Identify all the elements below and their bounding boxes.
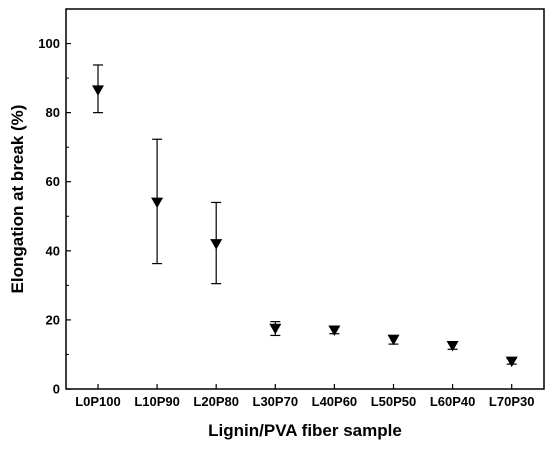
x-tick-label: L70P30 (489, 394, 535, 409)
y-tick-label: 100 (38, 36, 60, 51)
plot-frame (65, 8, 545, 390)
data-points (92, 64, 518, 368)
x-tick-label: L10P90 (134, 394, 180, 409)
data-point-L60P40 (446, 341, 459, 352)
y-tick-label: 20 (46, 312, 60, 327)
data-marker-triangle (210, 239, 223, 250)
data-marker-triangle (387, 334, 400, 346)
data-marker-triangle (92, 85, 104, 96)
x-tick-label: L60P40 (430, 394, 476, 409)
data-marker-triangle (328, 325, 341, 336)
x-tick-label: L50P50 (371, 394, 417, 409)
y-axis-title: Elongation at break (%) (8, 105, 27, 294)
data-point-L20P80 (210, 201, 223, 285)
data-point-L40P60 (328, 325, 341, 336)
x-axis-ticks: L0P100 L10P90 L20P80 L30P70 L40P60 L50P50 L60P… (75, 384, 534, 409)
x-tick-label: L30P70 (253, 394, 299, 409)
data-point-L70P30 (505, 356, 518, 368)
data-marker-triangle (269, 323, 282, 335)
data-marker-triangle (446, 341, 459, 352)
y-tick-label: 0 (53, 382, 60, 397)
data-point-L50P50 (387, 334, 400, 346)
y-tick-label: 40 (46, 243, 60, 258)
x-tick-label: L20P80 (193, 394, 239, 409)
data-point-L10P90 (151, 138, 164, 265)
y-tick-label: 80 (46, 105, 60, 120)
data-marker-triangle (151, 197, 164, 209)
data-point-L0P100 (92, 64, 104, 114)
data-point-L30P70 (269, 321, 282, 337)
x-axis-title: Lignin/PVA fiber sample (208, 421, 402, 440)
data-marker-triangle (505, 356, 518, 368)
x-tick-label: L0P100 (75, 394, 121, 409)
x-tick-label: L40P60 (312, 394, 358, 409)
y-axis-ticks: 0 20 40 60 80 100 (38, 36, 71, 397)
y-tick-label: 60 (46, 174, 60, 189)
